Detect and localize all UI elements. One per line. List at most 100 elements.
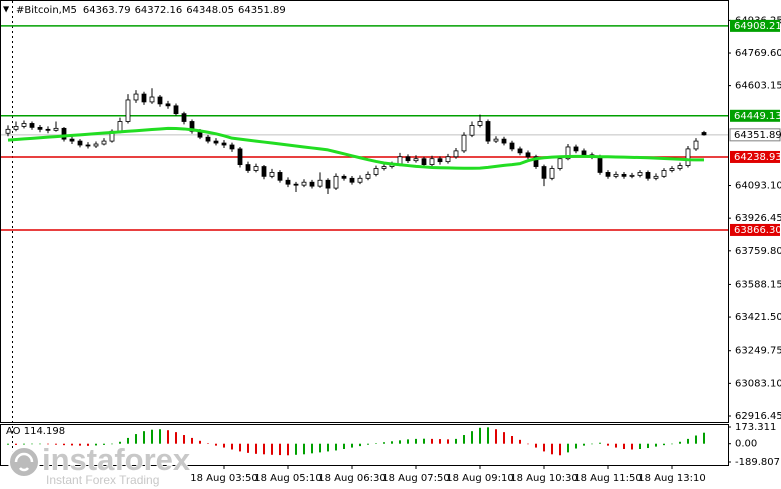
ohlc-high: 64372.16 [135, 5, 183, 16]
candle-body [333, 175, 339, 189]
candle-body [5, 128, 11, 134]
candle-body [485, 121, 491, 142]
candle-body [53, 127, 59, 131]
y-tick-label: 63083.10 [735, 378, 781, 389]
ao-bar [687, 438, 689, 444]
candle-body [621, 173, 627, 177]
ao-bar [335, 443, 337, 451]
candle-body [13, 125, 19, 130]
candle-body [245, 164, 251, 171]
candle-body [597, 156, 603, 173]
y-tick-label: 63926.45 [735, 213, 781, 224]
ao-bar [255, 443, 257, 454]
candle-body [469, 125, 475, 136]
ao-bar [423, 438, 425, 444]
ao-bar [103, 443, 105, 445]
candle-body [373, 168, 379, 175]
brand: instaforex [42, 442, 191, 477]
ao-bar [279, 443, 281, 456]
ao-bar [447, 439, 449, 444]
candle-body [581, 150, 587, 156]
ao-bar [567, 443, 569, 453]
ao-bar [63, 443, 65, 446]
candle-body [341, 175, 347, 179]
candle-body [365, 173, 371, 179]
ohlc-low: 64348.05 [186, 5, 234, 16]
ao-bar [207, 443, 209, 444]
y-tick-label: 64769.60 [735, 48, 781, 59]
watermark: instaforex Instant Forex Trading [8, 441, 192, 488]
candle-body [677, 165, 683, 169]
ao-bar [375, 443, 377, 444]
y-tick-label: 63421.50 [735, 312, 781, 323]
candle-body [421, 158, 427, 165]
x-tick-label: 18 Aug 09:10 [446, 473, 513, 484]
candle-body [205, 136, 211, 142]
candle-body [157, 96, 163, 105]
candle-body [181, 113, 187, 122]
candle-body [141, 93, 147, 103]
ao-bar [87, 443, 89, 446]
chart-title: #Bitcoin,M5 64363.79 64372.16 64348.05 64351… [16, 5, 286, 16]
ao-bar [607, 443, 609, 446]
candle-body [349, 177, 355, 183]
ao-bar [167, 430, 169, 444]
ao-bar [343, 443, 345, 450]
plot-layer: 64936.2564769.6064603.1564093.1063926.45… [1, 15, 781, 484]
ao-bar [263, 443, 265, 455]
candle-body [325, 179, 331, 189]
candle-body [613, 173, 619, 177]
candle-body [533, 156, 539, 167]
ao-bar [391, 441, 393, 444]
candle-body [125, 99, 131, 122]
ao-bar [15, 443, 17, 445]
ao-bar [623, 443, 625, 450]
candle-body [653, 175, 659, 179]
ao-bar [135, 434, 137, 444]
ao-bar [599, 442, 601, 444]
level-label: 64908.21 [734, 21, 781, 32]
ao-bar [503, 432, 505, 444]
candle-body [269, 172, 275, 177]
candle-body [381, 166, 387, 169]
ao-bar [431, 438, 433, 444]
ao-bar [79, 443, 81, 446]
candle-body [101, 140, 107, 145]
candle-body [29, 123, 35, 128]
candle-body [517, 148, 523, 154]
y-tick-label: 63588.15 [735, 279, 781, 290]
ao-bar [639, 443, 641, 450]
ao-bar [55, 443, 57, 445]
ao-bar [463, 435, 465, 444]
candle-body [237, 148, 243, 165]
ao-bar [191, 437, 193, 444]
candle-body [229, 144, 235, 150]
x-tick-label: 18 Aug 11:50 [574, 473, 641, 484]
main-panel-frame [0, 0, 729, 423]
ao-bar [71, 443, 73, 446]
ao-bar [575, 443, 577, 449]
ao-title: AO 114.198 [6, 426, 65, 437]
collapse-arrow[interactable]: ▼ [3, 5, 10, 14]
candle-body [501, 138, 507, 144]
x-tick-label: 18 Aug 06:30 [318, 473, 385, 484]
candle-body [437, 158, 443, 163]
candle-body [189, 121, 195, 132]
ao-bar [151, 429, 153, 444]
ao-tick-label: 173.311 [735, 422, 776, 433]
candle-body [637, 172, 643, 176]
ao-bar [23, 443, 25, 445]
x-tick-label: 18 Aug 13:10 [638, 473, 705, 484]
candle-body [45, 128, 51, 131]
x-tick-label: 18 Aug 05:10 [254, 473, 321, 484]
candle-body [701, 132, 707, 136]
ao-bar [199, 440, 201, 444]
y-tick-label: 64093.10 [735, 181, 781, 192]
candle-body [285, 179, 291, 185]
ao-bar [415, 438, 417, 444]
ao-bar [119, 441, 121, 444]
candle-body [37, 126, 43, 130]
ao-bar [311, 443, 313, 454]
